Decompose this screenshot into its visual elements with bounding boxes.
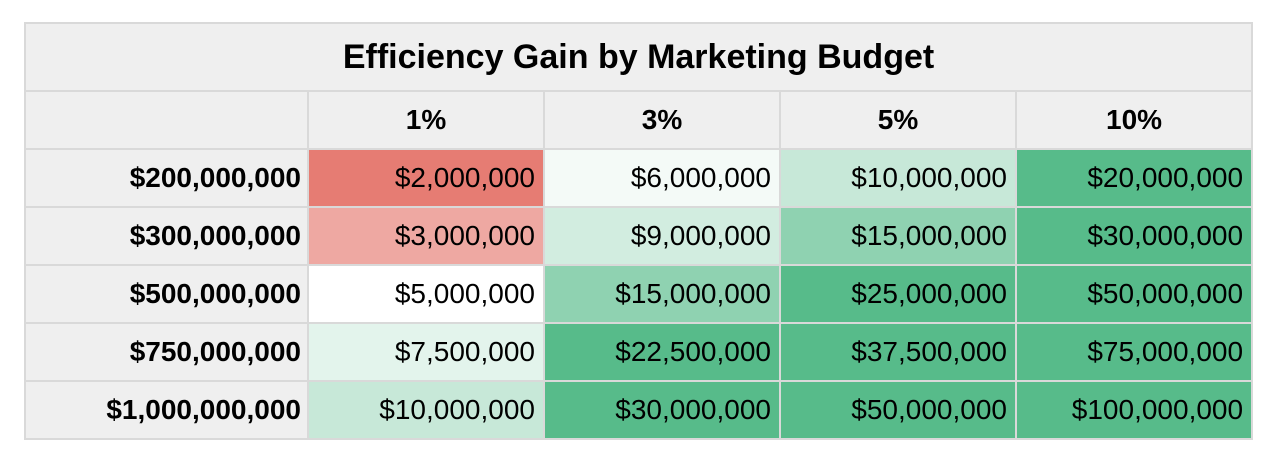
table-row: $750,000,000 $7,500,000 $22,500,000 $37,500… bbox=[24, 322, 1254, 382]
table-row: $200,000,000 $2,000,000 $6,000,000 $10,000,… bbox=[24, 148, 1254, 208]
heatmap-table: Efficiency Gain by Marketing Budget 1% 3… bbox=[23, 22, 1254, 440]
heatmap-cell[interactable]: $2,000,000 bbox=[307, 148, 545, 208]
heatmap-cell[interactable]: $7,500,000 bbox=[307, 322, 545, 382]
heatmap-cell[interactable]: $9,000,000 bbox=[543, 206, 781, 266]
heatmap-cell[interactable]: $10,000,000 bbox=[779, 148, 1017, 208]
heatmap-cell[interactable]: $50,000,000 bbox=[779, 380, 1017, 440]
heatmap-cell[interactable]: $22,500,000 bbox=[543, 322, 781, 382]
table-row: $1,000,000,000 $10,000,000 $30,000,000 $50,… bbox=[24, 380, 1254, 440]
column-header[interactable]: 10% bbox=[1014, 90, 1254, 150]
heatmap-cell[interactable]: $15,000,000 bbox=[543, 264, 781, 324]
heatmap-cell[interactable]: $50,000,000 bbox=[1014, 264, 1254, 324]
heatmap-cell[interactable]: $6,000,000 bbox=[543, 148, 781, 208]
row-header[interactable]: $200,000,000 bbox=[24, 148, 309, 208]
heatmap-cell[interactable]: $3,000,000 bbox=[307, 206, 545, 266]
heatmap-cell[interactable]: $30,000,000 bbox=[1014, 206, 1254, 266]
column-header[interactable]: 3% bbox=[543, 90, 781, 150]
heatmap-cell[interactable]: $25,000,000 bbox=[779, 264, 1017, 324]
heatmap-cell[interactable]: $100,000,000 bbox=[1014, 380, 1254, 440]
heatmap-cell[interactable]: $5,000,000 bbox=[307, 264, 545, 324]
heatmap-cell[interactable]: $20,000,000 bbox=[1014, 148, 1254, 208]
chart-title[interactable]: Efficiency Gain by Marketing Budget bbox=[23, 22, 1254, 92]
column-header-row: 1% 3% 5% 10% bbox=[24, 90, 1254, 150]
table-row: $300,000,000 $3,000,000 $9,000,000 $15,000,… bbox=[24, 206, 1254, 266]
heatmap-cell[interactable]: $30,000,000 bbox=[543, 380, 781, 440]
column-header[interactable]: 5% bbox=[779, 90, 1017, 150]
row-header[interactable]: $500,000,000 bbox=[24, 264, 309, 324]
heatmap-cell[interactable]: $10,000,000 bbox=[307, 380, 545, 440]
row-header[interactable]: $1,000,000,000 bbox=[24, 380, 309, 440]
heatmap-cell[interactable]: $15,000,000 bbox=[779, 206, 1017, 266]
heatmap-cell[interactable]: $37,500,000 bbox=[779, 322, 1017, 382]
column-header[interactable]: 1% bbox=[307, 90, 545, 150]
table-row: $500,000,000 $5,000,000 $15,000,000 $25,000… bbox=[24, 264, 1254, 324]
title-row: Efficiency Gain by Marketing Budget bbox=[23, 22, 1254, 92]
row-header[interactable]: $300,000,000 bbox=[24, 206, 309, 266]
row-header[interactable]: $750,000,000 bbox=[24, 322, 309, 382]
corner-cell[interactable] bbox=[24, 90, 309, 150]
heatmap-cell[interactable]: $75,000,000 bbox=[1014, 322, 1254, 382]
